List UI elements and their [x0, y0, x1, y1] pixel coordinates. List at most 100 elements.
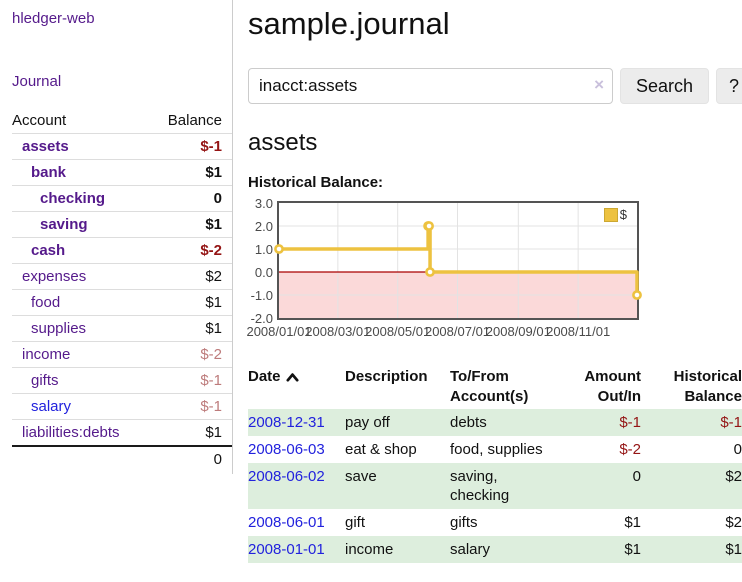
x-axis-tick-label: 2008/07/01	[424, 324, 491, 339]
account-row: gifts $-1	[12, 367, 232, 393]
account-link-expenses[interactable]: expenses	[22, 268, 87, 285]
accounts-header-account: Account	[12, 111, 67, 129]
accounts-total-value: 0	[213, 451, 222, 468]
account-row: expenses $2	[12, 263, 232, 289]
account-balance: $2	[205, 268, 222, 285]
account-link-supplies[interactable]: supplies	[31, 320, 87, 337]
sidebar: hledger-web Journal Account Balance asse…	[0, 0, 233, 474]
account-link-income[interactable]: income	[22, 346, 71, 363]
account-heading: assets	[248, 129, 318, 156]
account-row: income $-2	[12, 341, 232, 367]
transaction-balance: $2	[643, 463, 742, 509]
transaction-balance: $2	[725, 514, 742, 531]
sort-ascending-icon	[285, 368, 299, 388]
y-axis-tick-label: 3.0	[254, 196, 273, 211]
main-content: sample.journal × Search ? assets Histori…	[246, 0, 742, 563]
account-row: food $1	[12, 289, 232, 315]
transaction-description: gift	[345, 514, 366, 531]
y-axis-tick-label: 1.0	[254, 242, 273, 257]
transaction-description: save	[345, 463, 450, 509]
account-row: saving $1	[12, 211, 232, 237]
page-title: sample.journal	[248, 6, 450, 41]
clear-search-icon[interactable]: ×	[594, 75, 604, 94]
account-link-salary[interactable]: salary	[31, 398, 72, 415]
account-link-cash[interactable]: cash	[31, 242, 66, 259]
sidebar-item-journal[interactable]: Journal	[12, 73, 62, 90]
accounts-header-balance: Balance	[167, 111, 222, 129]
register-row: 2008-06-03 eat & shop food, supplies $-2…	[248, 436, 742, 463]
transaction-date-link[interactable]: 2008-06-03	[248, 441, 325, 458]
account-balance: $-2	[200, 242, 222, 259]
x-axis-tick-label: 2008/11/01	[546, 324, 611, 339]
account-row: checking 0	[12, 185, 232, 211]
transaction-date-link[interactable]: 2008-12-31	[248, 414, 325, 431]
app-title-link[interactable]: hledger-web	[12, 10, 95, 27]
register-header-date[interactable]: Date	[248, 365, 345, 409]
accounts-table-header: Account Balance	[12, 107, 232, 133]
transaction-amount: $-1	[560, 409, 643, 436]
register-table: Date Description To/From Account(s) Amou…	[248, 365, 742, 563]
account-row: salary $-1	[12, 393, 232, 419]
search-form: × Search ?	[248, 68, 742, 104]
account-link-saving[interactable]: saving	[40, 216, 88, 233]
chart-label: Historical Balance:	[248, 174, 384, 191]
x-axis-labels: 2008/01/01 2008/03/01 2008/05/01 2008/07/01…	[246, 324, 637, 340]
register-row: 2008-06-02 save saving, checking 0 $2	[248, 463, 742, 509]
x-axis-tick-label: 2008/03/01	[305, 324, 371, 339]
chart-legend: $	[603, 207, 627, 222]
y-axis-tick-label: -2.0	[250, 311, 273, 326]
register-header-amount: Amount Out/In	[584, 368, 641, 405]
account-link-food[interactable]: food	[31, 294, 61, 311]
transaction-accounts: gifts	[450, 514, 478, 531]
transaction-amount: $1	[560, 536, 643, 563]
account-link-bank[interactable]: bank	[31, 164, 67, 181]
account-balance: $1	[205, 216, 222, 233]
transaction-date-link[interactable]: 2008-06-02	[248, 468, 325, 485]
transaction-accounts: salary	[450, 536, 560, 563]
legend-label: $	[619, 207, 627, 222]
account-link-assets[interactable]: assets	[22, 138, 69, 155]
register-row: 2008-12-31 pay off debts $-1 $-1	[248, 409, 742, 436]
x-axis-tick-label: 2008/09/01	[485, 324, 551, 339]
transaction-accounts: debts	[450, 409, 560, 436]
transaction-balance: $-1	[643, 409, 742, 436]
register-header-accounts: To/From Account(s)	[450, 368, 529, 405]
transaction-date-link[interactable]: 2008-06-01	[248, 514, 325, 531]
accounts-table: Account Balance assets $-1 bank $1 check…	[12, 107, 232, 472]
account-row: bank $1	[12, 159, 232, 185]
register-row: 2008-01-01 income salary $1 $1	[248, 536, 742, 563]
transaction-balance: 0	[733, 441, 742, 458]
account-row: liabilities:debts $1	[12, 419, 232, 445]
transaction-description: eat & shop	[345, 441, 417, 458]
transaction-accounts: food, supplies	[450, 441, 543, 458]
transaction-amount: 0	[560, 463, 643, 509]
register-header-row: Date Description To/From Account(s) Amou…	[248, 365, 742, 409]
account-balance: $1	[205, 424, 222, 441]
account-balance: $1	[205, 320, 222, 337]
transaction-amount: $-2	[619, 441, 641, 458]
register-row: 2008-06-01 gift gifts $1 $2	[248, 509, 742, 536]
transaction-balance: $1	[643, 536, 742, 563]
account-link-checking[interactable]: checking	[40, 190, 106, 207]
account-balance: 0	[213, 190, 222, 207]
account-row: cash $-2	[12, 237, 232, 263]
account-link-liabilities-debts[interactable]: liabilities:debts	[22, 424, 120, 441]
account-balance: $-2	[200, 346, 222, 363]
y-axis-tick-label: 0.0	[254, 265, 273, 280]
accounts-total-row: 0	[12, 445, 232, 472]
transaction-description: pay off	[345, 409, 450, 436]
search-input[interactable]	[248, 68, 613, 104]
account-balance: $1	[205, 294, 222, 311]
register-header-description: Description	[345, 368, 428, 385]
search-button[interactable]: Search	[620, 68, 710, 104]
account-link-gifts[interactable]: gifts	[31, 372, 59, 389]
transaction-date-link[interactable]: 2008-01-01	[248, 541, 325, 558]
balance-chart: 3.0 2.0 1.0 0.0 -1.0 -2.0 2008/01/01 2008/03/0…	[246, 196, 742, 343]
transaction-accounts: saving, checking	[450, 463, 560, 509]
balance-chart-plot[interactable]	[274, 201, 642, 320]
account-row: assets $-1	[12, 133, 232, 159]
account-row: supplies $1	[12, 315, 232, 341]
transaction-amount: $1	[624, 514, 641, 531]
help-button[interactable]: ?	[716, 68, 742, 104]
y-axis-tick-label: -1.0	[250, 288, 273, 303]
